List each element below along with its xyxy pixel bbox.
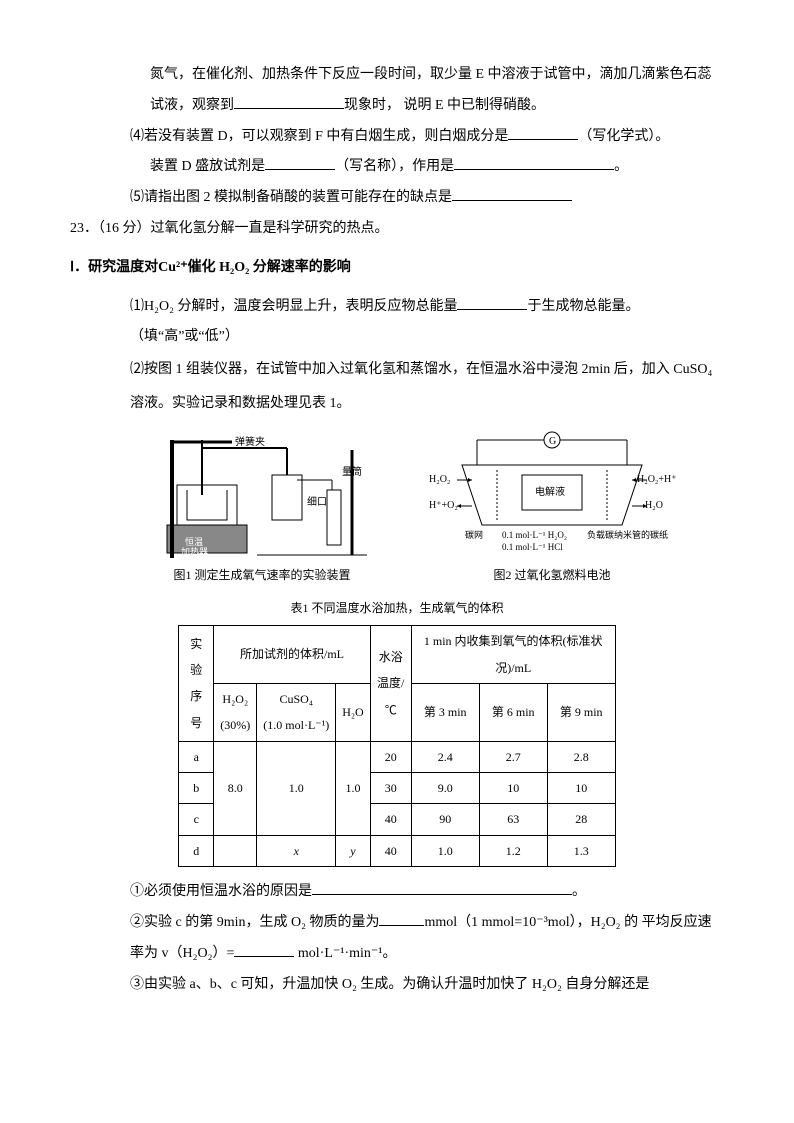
cell: 40 bbox=[370, 804, 411, 835]
table-row: a 8.0 1.0 1.0 20 2.4 2.7 2.8 bbox=[179, 741, 615, 772]
fuel-cell-diagram-icon: G 电解液 H₂O₂ H⁺+O₂ H₂O₂+H⁺ H₂O 碳网 0.1 mol·… bbox=[427, 430, 677, 560]
svg-text:0.1 mol·L⁻¹ H₂O₂: 0.1 mol·L⁻¹ H₂O₂ bbox=[502, 530, 567, 540]
svg-text:碳网: 碳网 bbox=[465, 529, 483, 540]
text: ⑸请指出图 2 模拟制备硝酸的装置可能存在的缺点是 bbox=[130, 190, 452, 205]
th: 1 min 内收集到氧气的体积(标准状况)/mL bbox=[411, 626, 615, 684]
text: ①必须使用恒温水浴的原因是 bbox=[130, 884, 312, 899]
text: （写名称），作用是 bbox=[335, 159, 454, 174]
cell: 1.3 bbox=[547, 835, 615, 866]
cell: 8.0 bbox=[214, 741, 257, 835]
figure-2: G 电解液 H₂O₂ H⁺+O₂ H₂O₂+H⁺ H₂O 碳网 0.1 mol·… bbox=[427, 430, 677, 588]
cell: 10 bbox=[547, 773, 615, 804]
cell: 1.0 bbox=[411, 835, 479, 866]
text: 装置 D 盛放试剂是 bbox=[150, 159, 265, 174]
figures-row: 弹簧夹 细口瓶 量筒 恒温 加热器 图1 测定生成氧气速率的实验装置 G 电解 bbox=[110, 430, 724, 588]
blank bbox=[452, 183, 572, 201]
svg-text:恒温: 恒温 bbox=[185, 536, 203, 547]
th: 第 6 min bbox=[479, 683, 547, 741]
text: ⑷若没有装置 D，可以观察到 F 中有白烟生成，则白烟成分是 bbox=[130, 129, 508, 144]
cell: 2.8 bbox=[547, 741, 615, 772]
svg-text:H₂O₂: H₂O₂ bbox=[429, 474, 450, 485]
para-continuation: 氮气，在催化剂、加热条件下反应一段时间，取少量 E 中溶液于试管中，滴加几滴紫色… bbox=[70, 60, 724, 122]
figure-2-caption: 图2 过氧化氢燃料电池 bbox=[493, 562, 610, 588]
text: 。 bbox=[614, 159, 628, 174]
cell: x bbox=[257, 835, 336, 866]
text: （写化学式）。 bbox=[578, 129, 669, 144]
svg-text:0.1 mol·L⁻¹ HCl: 0.1 mol·L⁻¹ HCl bbox=[502, 542, 563, 552]
th: 水浴温度/℃ bbox=[370, 626, 411, 742]
cell: d bbox=[179, 835, 214, 866]
table-row: d x y 40 1.0 1.2 1.3 bbox=[179, 835, 615, 866]
section-1-heading: Ⅰ．研究温度对Cu²⁺催化 H₂O₂ 分解速率的影响 bbox=[70, 253, 724, 284]
cell: 10 bbox=[479, 773, 547, 804]
cell: a bbox=[179, 741, 214, 772]
cell: 1.2 bbox=[479, 835, 547, 866]
para-q3: ③由实验 a、b、c 可知，升温加快 O₂ 生成。为确认升温时加快了 H₂O₂ … bbox=[70, 970, 724, 1001]
svg-text:量筒: 量筒 bbox=[342, 465, 362, 478]
svg-text:弹簧夹: 弹簧夹 bbox=[235, 435, 265, 448]
question-23: 23．（16 分）过氧化氢分解一直是科学研究的热点。 bbox=[70, 214, 724, 245]
text: ②实验 c 的第 9min，生成 O₂ 物质的量为 bbox=[130, 915, 379, 930]
blank bbox=[265, 153, 335, 171]
cell: 1.0 bbox=[336, 741, 371, 835]
svg-text:电解液: 电解液 bbox=[535, 485, 565, 498]
para-q1: ①必须使用恒温水浴的原因是 。 bbox=[70, 877, 724, 908]
cell: b bbox=[179, 773, 214, 804]
para-2-1: ⑴H₂O₂ 分解时，温度会明显上升，表明反应物总能量于生成物总能量。（填“高”或… bbox=[70, 292, 724, 354]
svg-text:G: G bbox=[549, 436, 556, 447]
text: mol·L⁻¹·min⁻¹。 bbox=[294, 946, 396, 961]
blank bbox=[457, 292, 527, 310]
cell: 90 bbox=[411, 804, 479, 835]
th: 第 3 min bbox=[411, 683, 479, 741]
text: 现象时， 说明 E 中已制得硝酸。 bbox=[344, 98, 545, 113]
svg-text:H⁺+O₂: H⁺+O₂ bbox=[429, 500, 458, 511]
cell: 30 bbox=[370, 773, 411, 804]
table-caption: 表1 不同温度水浴加热，生成氧气的体积 bbox=[70, 595, 724, 621]
th: 所加试剂的体积/mL bbox=[214, 626, 370, 684]
cell: 28 bbox=[547, 804, 615, 835]
th: H₂O₂(30%) bbox=[214, 683, 257, 741]
th: CuSO₄(1.0 mol·L⁻¹) bbox=[257, 683, 336, 741]
blank bbox=[454, 153, 614, 171]
para-q2: ②实验 c 的第 9min，生成 O₂ 物质的量为 mmol（1 mmol=10⁻… bbox=[70, 908, 724, 970]
figure-1-caption: 图1 测定生成氧气速率的实验装置 bbox=[173, 562, 350, 588]
svg-text:H₂O: H₂O bbox=[645, 500, 663, 511]
para-q4: ⑷若没有装置 D，可以观察到 F 中有白烟生成，则白烟成分是 （写化学式）。 bbox=[70, 122, 724, 153]
blank bbox=[508, 122, 578, 140]
para-q4b: 装置 D 盛放试剂是 （写名称），作用是 。 bbox=[70, 152, 724, 183]
th: 实验序号 bbox=[179, 626, 214, 742]
blank bbox=[379, 908, 424, 926]
data-table: 实验序号 所加试剂的体积/mL 水浴温度/℃ 1 min 内收集到氧气的体积(标… bbox=[178, 625, 615, 867]
blank bbox=[234, 939, 294, 957]
figure-1: 弹簧夹 细口瓶 量筒 恒温 加热器 图1 测定生成氧气速率的实验装置 bbox=[157, 430, 367, 588]
cell: 1.0 bbox=[257, 741, 336, 835]
text: 。 bbox=[572, 884, 586, 899]
cell: c bbox=[179, 804, 214, 835]
text: ⑴H₂O₂ 分解时，温度会明显上升，表明反应物总能量 bbox=[130, 299, 457, 314]
cell: 9.0 bbox=[411, 773, 479, 804]
cell: 2.7 bbox=[479, 741, 547, 772]
blank bbox=[312, 877, 572, 895]
svg-text:加热器: 加热器 bbox=[181, 546, 208, 557]
th: H₂O bbox=[336, 683, 371, 741]
cell: 2.4 bbox=[411, 741, 479, 772]
para-q5: ⑸请指出图 2 模拟制备硝酸的装置可能存在的缺点是 bbox=[70, 183, 724, 214]
svg-text:负载碳纳米管的碳纸: 负载碳纳米管的碳纸 bbox=[587, 529, 668, 540]
para-2-2: ⑵按图 1 组装仪器，在试管中加入过氧化氢和蒸馏水，在恒温水浴中浸泡 2min … bbox=[70, 353, 724, 420]
apparatus-diagram-icon: 弹簧夹 细口瓶 量筒 恒温 加热器 bbox=[157, 430, 367, 560]
cell bbox=[214, 835, 257, 866]
cell: 63 bbox=[479, 804, 547, 835]
cell: 20 bbox=[370, 741, 411, 772]
th: 第 9 min bbox=[547, 683, 615, 741]
blank bbox=[234, 91, 344, 109]
cell: y bbox=[336, 835, 371, 866]
cell: 40 bbox=[370, 835, 411, 866]
text: mmol（1 mmol=10⁻³mol），H₂O₂ 的 bbox=[424, 915, 638, 930]
